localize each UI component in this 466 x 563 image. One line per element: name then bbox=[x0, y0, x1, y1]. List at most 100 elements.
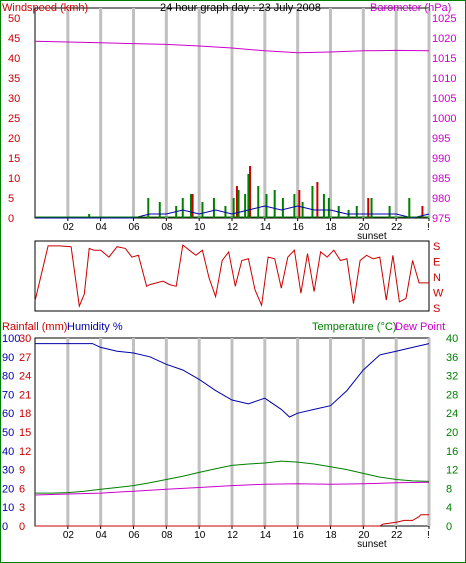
humidity-y-tick-label: 30 bbox=[2, 465, 14, 477]
baro-y-tick-label: 1015 bbox=[432, 53, 456, 65]
rain-y-tick-label: 15 bbox=[19, 427, 31, 439]
wind-panel-sunset-label: sunset bbox=[357, 231, 387, 242]
wind-panel-x-tick-label: 04 bbox=[96, 222, 108, 233]
temperature-axis-title: Temperature (°C) bbox=[312, 321, 396, 333]
humidity-y-tick-label: 90 bbox=[2, 352, 14, 364]
temperature-line bbox=[35, 460, 430, 494]
humidity-axis-title: Humidity % bbox=[67, 321, 123, 333]
wind-panel-x-tick-label: 16 bbox=[293, 222, 305, 233]
wind-y-tick-label: 50 bbox=[8, 13, 20, 25]
weather-panel-x-tick-label: 10 bbox=[194, 530, 206, 541]
baro-y-tick-label: 995 bbox=[432, 133, 450, 145]
wind-y-tick-label: 40 bbox=[8, 53, 20, 65]
wind-panel-x-tick-label: 02 bbox=[63, 222, 75, 233]
wind-y-tick-label: 45 bbox=[8, 33, 20, 45]
barometer-line bbox=[34, 40, 430, 54]
direction-tick-label: E bbox=[433, 257, 440, 269]
rain-y-tick-label: 27 bbox=[19, 352, 31, 364]
direction-tick-label: W bbox=[433, 288, 444, 300]
direction-tick-label: N bbox=[433, 272, 441, 284]
rain-y-tick-label: 0 bbox=[19, 521, 25, 533]
rain-y-tick-label: 3 bbox=[19, 502, 25, 514]
baro-y-tick-label: 990 bbox=[432, 153, 450, 165]
wind-panel-x-tick-label: 14 bbox=[260, 222, 272, 233]
temperature-y-tick-label: 28 bbox=[446, 389, 458, 401]
wind-panel-x-tick-label: 06 bbox=[129, 222, 141, 233]
humidity-y-tick-label: 70 bbox=[2, 389, 14, 401]
rain-y-tick-label: 18 bbox=[19, 408, 31, 420]
baro-y-tick-label: 1000 bbox=[432, 113, 456, 125]
wind-average-line bbox=[35, 205, 430, 219]
humidity-line bbox=[35, 343, 430, 418]
humidity-y-tick-label: 20 bbox=[2, 483, 14, 495]
direction-tick-label: S bbox=[433, 303, 440, 315]
baro-y-tick-label: 1025 bbox=[432, 13, 456, 25]
temperature-y-tick-label: 12 bbox=[446, 465, 458, 477]
wind-panel-x-tick-label: 08 bbox=[161, 222, 173, 233]
weather-panel-x-tick-label: 20 bbox=[358, 530, 370, 541]
weather-panel-sunset-label: sunset bbox=[357, 539, 387, 550]
humidity-y-tick-label: 50 bbox=[2, 427, 14, 439]
weather-panel-x-tick-label: 02 bbox=[63, 530, 75, 541]
wind-y-tick-label: 35 bbox=[8, 73, 20, 85]
humidity-y-tick-label: 100 bbox=[2, 333, 20, 345]
rain-axis-title: Rainfall (mm) bbox=[2, 321, 67, 333]
baro-y-tick-label: 1005 bbox=[432, 93, 456, 105]
rain-y-tick-label: 24 bbox=[19, 371, 31, 383]
weather-panel-x-tick-label: 14 bbox=[260, 530, 272, 541]
wind-axis-title: Windspeed (kmh) bbox=[2, 2, 88, 14]
weather-panel-x-tick-label: ! bbox=[427, 530, 430, 541]
temperature-y-tick-label: 24 bbox=[446, 408, 458, 420]
temperature-y-tick-label: 0 bbox=[446, 521, 452, 533]
wind-y-tick-label: 15 bbox=[8, 153, 20, 165]
wind-panel-x-tick-label: 22 bbox=[391, 222, 403, 233]
weather-panel-x-tick-label: 12 bbox=[227, 530, 239, 541]
temperature-y-tick-label: 32 bbox=[446, 371, 458, 383]
weather-panel-x-tick-label: 22 bbox=[391, 530, 403, 541]
temperature-y-tick-label: 8 bbox=[446, 483, 452, 495]
wind-y-tick-label: 0 bbox=[8, 213, 14, 225]
temperature-y-tick-label: 20 bbox=[446, 427, 458, 439]
wind-y-tick-label: 20 bbox=[8, 133, 20, 145]
wind-panel-x-tick-label: 18 bbox=[326, 222, 338, 233]
temperature-y-tick-label: 40 bbox=[446, 333, 458, 345]
weather-panel-x-tick-label: 06 bbox=[129, 530, 141, 541]
wind-y-tick-label: 5 bbox=[8, 193, 14, 205]
wind-panel-x-tick-label: 10 bbox=[194, 222, 206, 233]
humidity-y-tick-label: 60 bbox=[2, 408, 14, 420]
baro-y-tick-label: 975 bbox=[432, 213, 450, 225]
direction-tick-label: S bbox=[433, 241, 440, 253]
dewpoint-line bbox=[34, 481, 430, 496]
humidity-y-tick-label: 10 bbox=[2, 502, 14, 514]
temperature-y-tick-label: 36 bbox=[446, 352, 458, 364]
wind-panel-x-tick-label: 12 bbox=[227, 222, 239, 233]
rainfall-line bbox=[35, 514, 429, 527]
dewpoint-axis-title: Dew Point bbox=[395, 321, 445, 333]
rain-y-tick-label: 21 bbox=[19, 389, 31, 401]
rain-y-tick-label: 9 bbox=[19, 465, 25, 477]
wind-panel-x-tick-label: ! bbox=[427, 222, 430, 233]
wind-panel-x-tick-label: 20 bbox=[358, 222, 370, 233]
direction-panel-frame bbox=[34, 240, 430, 312]
baro-y-tick-label: 980 bbox=[432, 193, 450, 205]
baro-y-tick-label: 1010 bbox=[432, 73, 456, 85]
wind-direction-line bbox=[34, 244, 429, 308]
weather-panel-x-tick-label: 08 bbox=[161, 530, 173, 541]
rain-y-tick-label: 12 bbox=[19, 446, 31, 458]
rain-y-tick-label: 6 bbox=[19, 483, 25, 495]
wind-y-tick-label: 25 bbox=[8, 113, 20, 125]
rain-y-tick-label: 30 bbox=[19, 333, 31, 345]
wind-y-tick-label: 10 bbox=[8, 173, 20, 185]
temperature-y-tick-label: 4 bbox=[446, 502, 452, 514]
baro-y-tick-label: 985 bbox=[432, 173, 450, 185]
humidity-y-tick-label: 0 bbox=[2, 521, 8, 533]
baro-y-tick-label: 1020 bbox=[432, 33, 456, 45]
wind-y-tick-label: 30 bbox=[8, 93, 20, 105]
chart-title: 24 hour graph day : 23 July 2008 bbox=[160, 2, 321, 14]
humidity-y-tick-label: 80 bbox=[2, 371, 14, 383]
weather-panel-x-tick-label: 18 bbox=[326, 530, 338, 541]
weather-panel-x-tick-label: 04 bbox=[96, 530, 108, 541]
baro-axis-title: Barometer (hPa) bbox=[370, 2, 451, 14]
